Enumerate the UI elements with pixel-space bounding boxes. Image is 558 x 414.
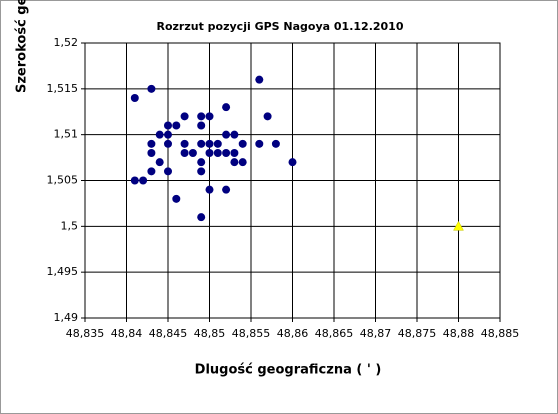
point xyxy=(130,94,139,102)
point xyxy=(238,158,247,167)
chart-title: Rozrzut pozycji GPS Nagoya 01.12.2010 xyxy=(157,20,404,33)
point xyxy=(230,130,239,139)
point xyxy=(197,139,206,148)
point xyxy=(139,176,148,185)
point xyxy=(172,121,181,130)
point xyxy=(197,121,206,130)
point xyxy=(230,149,239,157)
point xyxy=(164,121,172,130)
point xyxy=(130,176,139,185)
point xyxy=(222,103,231,112)
x-tick-label: 48,88 xyxy=(443,327,475,340)
point xyxy=(197,167,206,176)
y-axis-title: Szerokość geograficzna ( ' ) xyxy=(15,0,30,93)
point xyxy=(180,149,189,157)
point xyxy=(164,130,172,139)
x-tick-label: 48,85 xyxy=(194,327,226,340)
point xyxy=(197,213,206,222)
point xyxy=(164,167,172,176)
x-tick-label: 48,855 xyxy=(232,327,271,340)
point xyxy=(205,185,214,194)
point xyxy=(180,112,189,121)
point xyxy=(238,139,247,148)
point xyxy=(205,112,214,121)
point xyxy=(147,149,156,157)
y-tick-label: 1,495 xyxy=(47,265,79,278)
point xyxy=(263,112,272,121)
point xyxy=(230,158,239,167)
point xyxy=(271,139,280,148)
point xyxy=(222,185,231,194)
point xyxy=(213,139,222,148)
x-axis-title: Dlugość geograficzna ( ' ) xyxy=(195,363,382,378)
point xyxy=(222,130,231,139)
point xyxy=(180,139,189,148)
x-tick-label: 48,835 xyxy=(66,327,105,340)
x-tick-label: 48,845 xyxy=(149,327,188,340)
y-tick-label: 1,52 xyxy=(54,36,79,49)
point xyxy=(453,220,464,231)
x-tick-label: 48,865 xyxy=(315,327,354,340)
x-tick-label: 48,84 xyxy=(111,327,143,340)
point xyxy=(197,112,206,121)
point xyxy=(172,194,181,203)
point xyxy=(205,139,214,148)
point xyxy=(197,158,206,167)
x-tick-label: 48,885 xyxy=(481,327,520,340)
point xyxy=(147,139,156,148)
y-tick-label: 1,5 xyxy=(61,219,79,232)
point xyxy=(222,149,231,157)
y-tick-label: 1,505 xyxy=(47,174,79,187)
point xyxy=(213,149,222,157)
y-tick-label: 1,51 xyxy=(54,128,79,141)
y-tick-label: 1,515 xyxy=(47,82,79,95)
x-tick-label: 48,87 xyxy=(360,327,392,340)
x-tick-label: 48,86 xyxy=(277,327,309,340)
x-tick-label: 48,875 xyxy=(398,327,437,340)
point xyxy=(164,139,172,148)
point xyxy=(155,130,164,139)
point xyxy=(147,84,156,93)
point xyxy=(288,158,297,167)
point xyxy=(255,139,264,148)
point xyxy=(147,167,156,176)
point xyxy=(188,149,197,157)
point xyxy=(205,149,214,157)
y-tick-label: 1,49 xyxy=(54,311,79,324)
point xyxy=(255,75,264,84)
point xyxy=(155,158,164,167)
